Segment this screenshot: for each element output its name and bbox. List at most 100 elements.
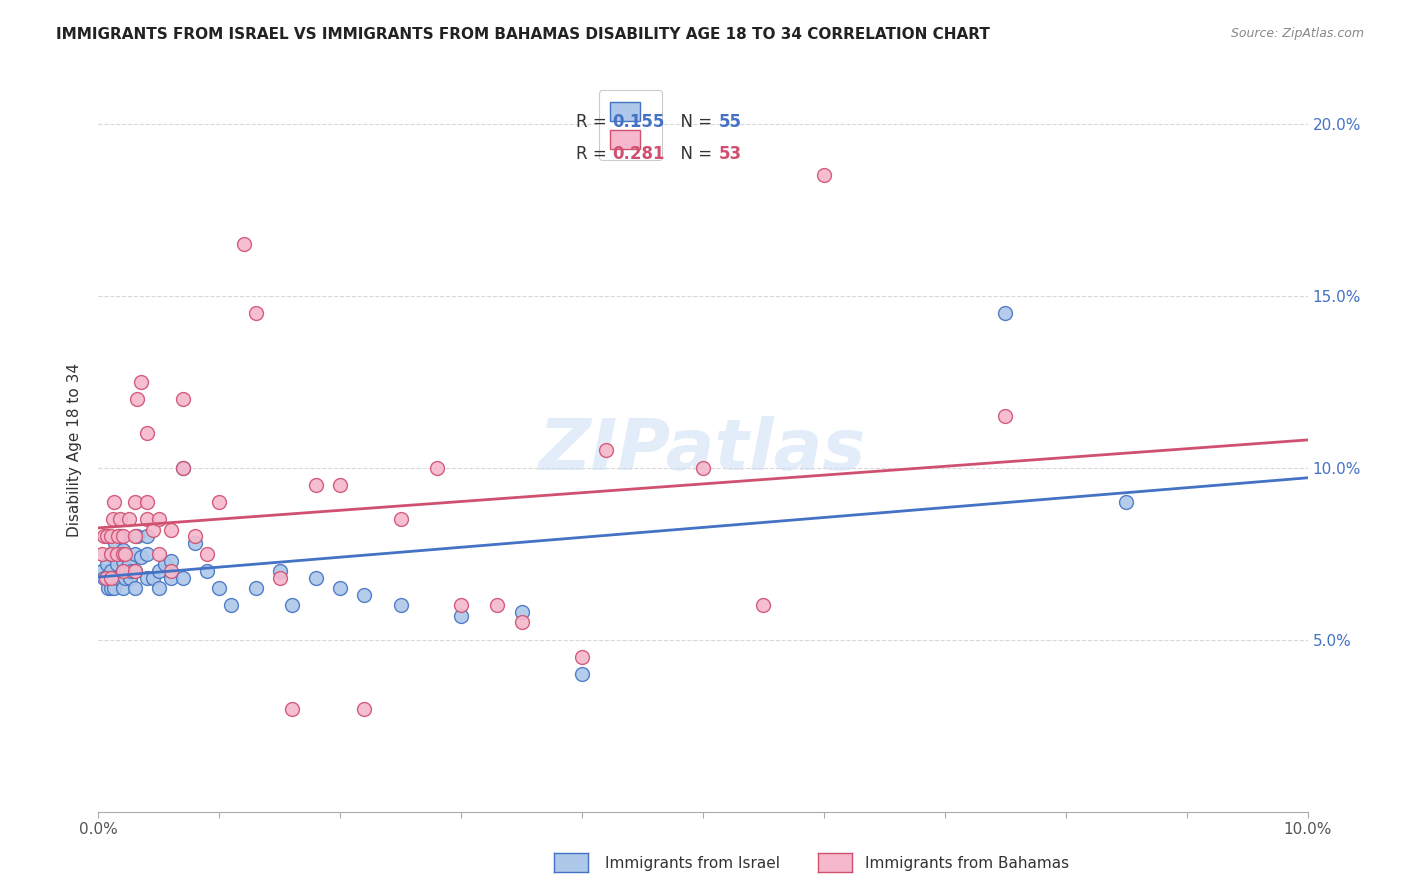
Point — [94, 571, 117, 585]
Point — [124, 529, 146, 543]
Point — [118, 512, 141, 526]
Point — [329, 581, 352, 595]
Point — [595, 443, 617, 458]
Point — [101, 571, 124, 585]
Point — [486, 599, 509, 613]
Point — [305, 571, 328, 585]
Point — [752, 599, 775, 613]
Point — [103, 581, 125, 595]
Point — [813, 168, 835, 182]
Point — [172, 392, 194, 406]
Point — [195, 564, 218, 578]
Text: 0.155: 0.155 — [613, 112, 665, 131]
Point — [111, 543, 134, 558]
Text: 0.281: 0.281 — [613, 145, 665, 163]
Point — [510, 605, 533, 619]
Point — [160, 571, 183, 585]
Point — [221, 599, 243, 613]
Text: Source: ZipAtlas.com: Source: ZipAtlas.com — [1230, 27, 1364, 40]
Point — [111, 564, 134, 578]
Point — [97, 581, 120, 595]
Point — [160, 553, 183, 567]
Point — [994, 306, 1017, 320]
Point — [114, 571, 136, 585]
Point — [232, 237, 254, 252]
Point — [124, 547, 146, 561]
Point — [118, 571, 141, 585]
Point — [148, 547, 170, 561]
Point — [108, 547, 131, 561]
Point — [142, 571, 165, 585]
Point — [100, 571, 122, 585]
Text: Immigrants from Israel: Immigrants from Israel — [605, 856, 779, 871]
Point — [93, 571, 115, 585]
Text: 53: 53 — [718, 145, 742, 163]
Point — [571, 649, 593, 664]
Y-axis label: Disability Age 18 to 34: Disability Age 18 to 34 — [67, 363, 83, 538]
Point — [148, 581, 170, 595]
Point — [108, 529, 131, 543]
Point — [93, 529, 115, 543]
Point — [135, 571, 157, 585]
Point — [114, 547, 136, 561]
Point — [184, 529, 207, 543]
Point — [103, 495, 125, 509]
Text: R =: R = — [576, 145, 612, 163]
Point — [135, 547, 157, 561]
Text: ZIPatlas: ZIPatlas — [540, 416, 866, 485]
Point — [135, 512, 157, 526]
Text: N =: N = — [671, 145, 717, 163]
Point — [353, 588, 375, 602]
Point — [91, 547, 114, 561]
Point — [96, 529, 118, 543]
Point — [269, 564, 291, 578]
Point — [96, 557, 118, 571]
Text: R =: R = — [576, 112, 612, 131]
Point — [208, 581, 231, 595]
Point — [160, 523, 183, 537]
Point — [329, 478, 352, 492]
Point — [104, 536, 127, 550]
Point — [450, 599, 472, 613]
Point — [195, 547, 218, 561]
Point — [127, 392, 149, 406]
Point — [142, 523, 165, 537]
Text: Immigrants from Bahamas: Immigrants from Bahamas — [865, 856, 1069, 871]
Point — [245, 306, 267, 320]
Point — [450, 608, 472, 623]
Point — [281, 701, 304, 715]
Point — [111, 564, 134, 578]
Point — [135, 495, 157, 509]
Point — [389, 512, 412, 526]
Text: 55: 55 — [718, 112, 742, 131]
Point — [148, 512, 170, 526]
Point — [160, 564, 183, 578]
Point — [111, 529, 134, 543]
Point — [100, 581, 122, 595]
Point — [148, 564, 170, 578]
Point — [115, 564, 138, 578]
Point — [1115, 495, 1137, 509]
Point — [124, 581, 146, 595]
Point — [100, 529, 122, 543]
Point — [107, 571, 129, 585]
Point — [105, 547, 128, 561]
Point — [571, 667, 593, 681]
Point — [172, 571, 194, 585]
Point — [91, 564, 114, 578]
Point — [124, 495, 146, 509]
Point — [101, 512, 124, 526]
Point — [127, 529, 149, 543]
Point — [172, 460, 194, 475]
Point — [208, 495, 231, 509]
Point — [389, 599, 412, 613]
Point — [100, 547, 122, 561]
Point — [100, 564, 122, 578]
Point — [305, 478, 328, 492]
Text: N =: N = — [671, 112, 717, 131]
Point — [118, 557, 141, 571]
Point — [153, 557, 176, 571]
Point — [135, 529, 157, 543]
Point — [184, 536, 207, 550]
Text: IMMIGRANTS FROM ISRAEL VS IMMIGRANTS FROM BAHAMAS DISABILITY AGE 18 TO 34 CORREL: IMMIGRANTS FROM ISRAEL VS IMMIGRANTS FRO… — [56, 27, 990, 42]
